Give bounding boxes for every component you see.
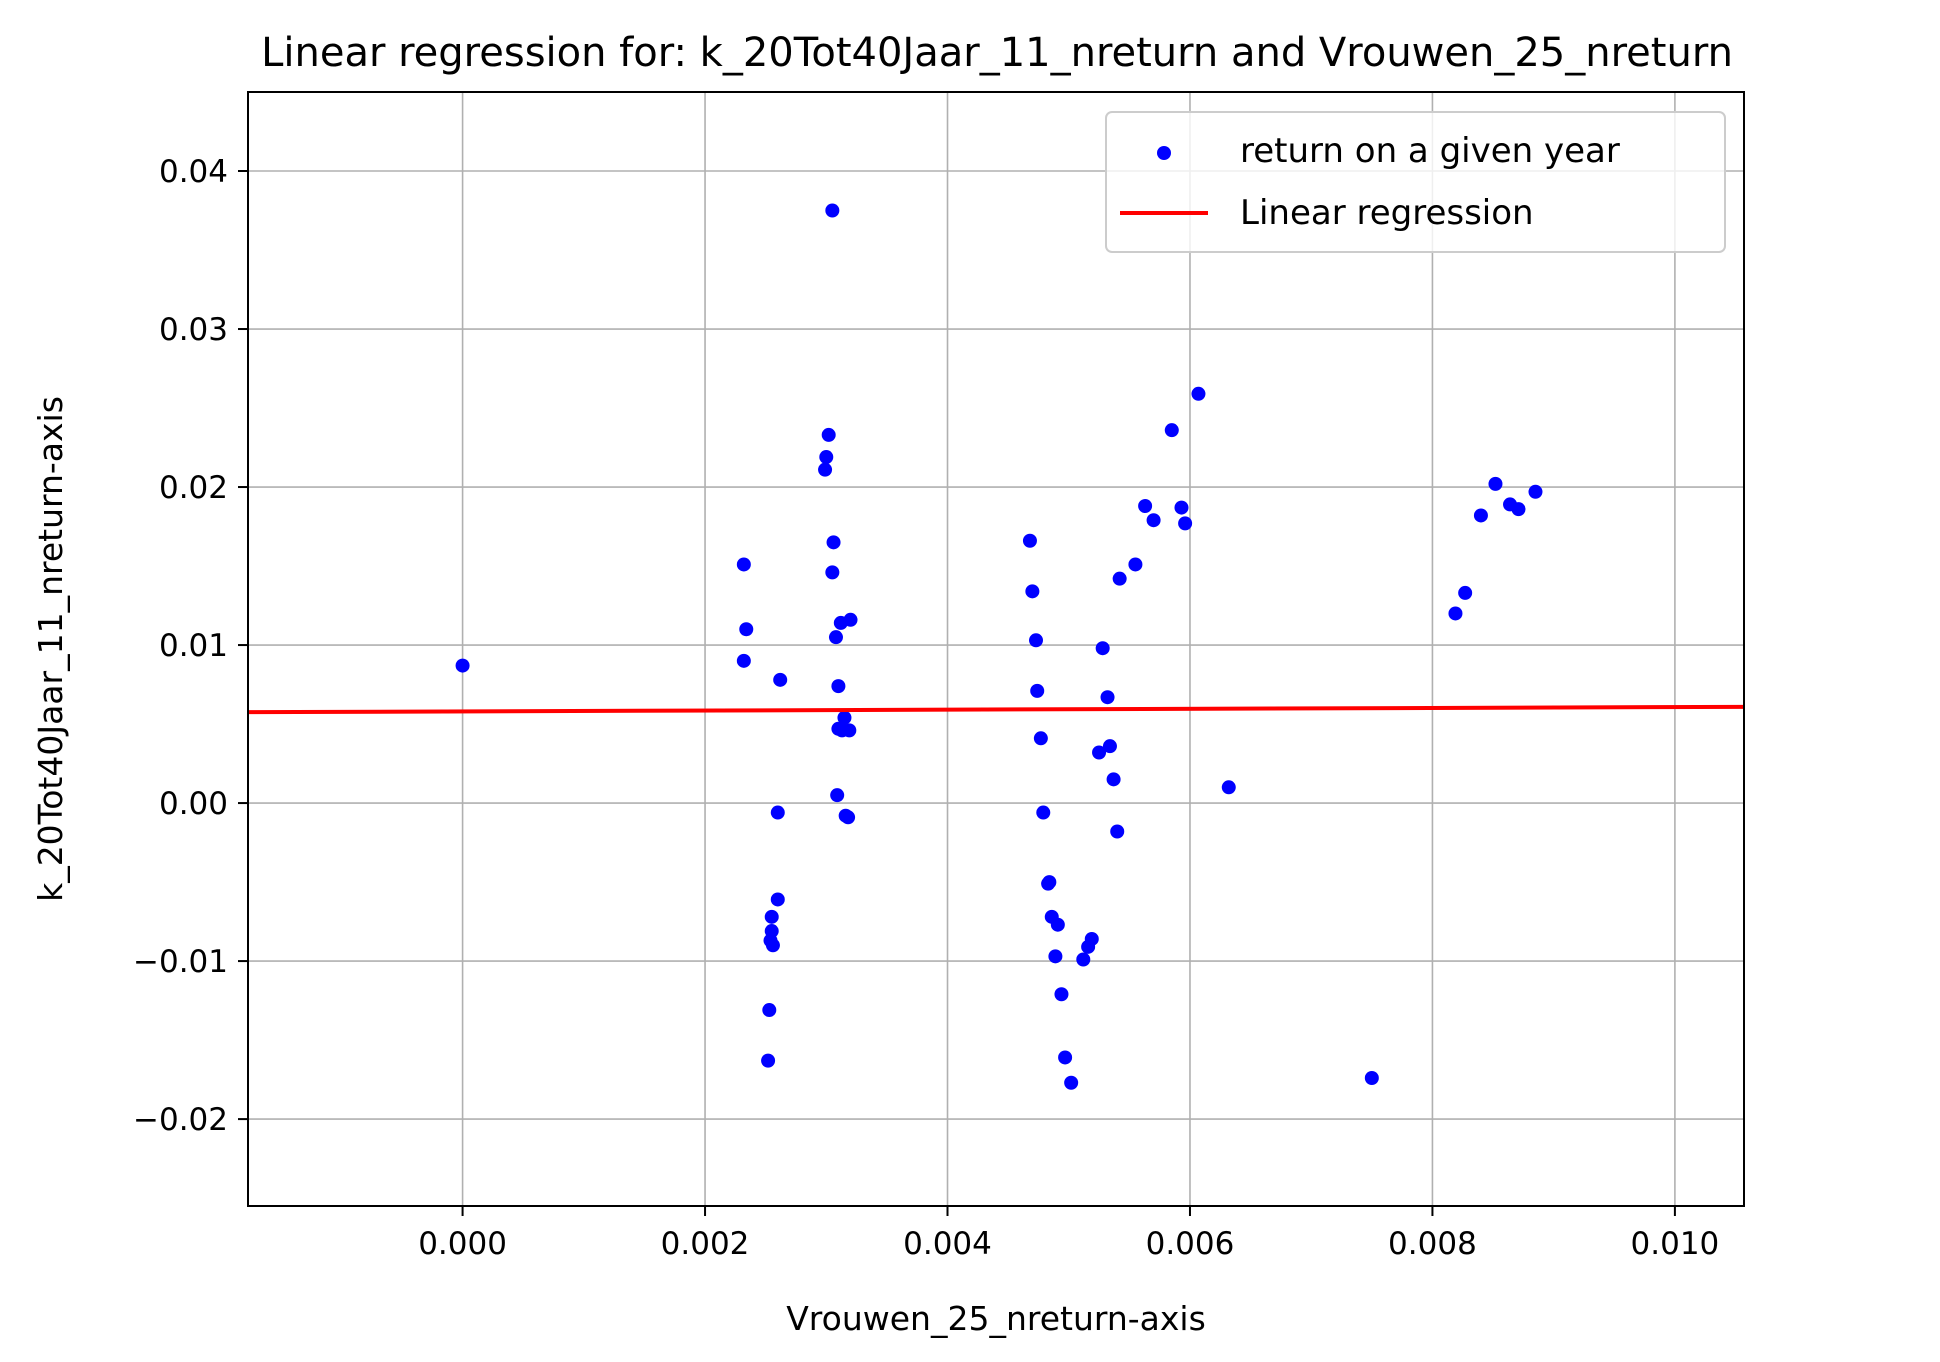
chart-title: Linear regression for: k_20Tot40Jaar_11_… [261, 30, 1733, 76]
data-point [1025, 584, 1040, 599]
data-point [1042, 875, 1057, 890]
data-point [1164, 423, 1179, 438]
data-point [1092, 745, 1107, 760]
x-tick-label: 0.006 [1146, 1226, 1235, 1262]
data-point [455, 658, 470, 673]
x-tick-label: 0.002 [661, 1226, 750, 1262]
data-point [1178, 516, 1193, 531]
data-point [843, 612, 858, 627]
data-point [1110, 824, 1125, 839]
data-point [1511, 502, 1526, 517]
y-tick-label: 0.04 [159, 154, 228, 190]
data-point [830, 788, 845, 803]
x-tick-label: 0.000 [418, 1226, 507, 1262]
data-point [1448, 606, 1463, 621]
data-point [1473, 508, 1488, 523]
data-point [1174, 500, 1189, 515]
legend-label-scatter: return on a given year [1240, 131, 1620, 171]
x-tick-label: 0.004 [903, 1226, 992, 1262]
plot-area [248, 203, 1744, 1090]
y-tick-label: 0.01 [159, 628, 228, 664]
data-point [842, 723, 857, 738]
legend-box [1105, 111, 1726, 253]
data-point [1033, 731, 1048, 746]
data-point [826, 535, 841, 550]
data-point [821, 427, 836, 442]
data-point [831, 679, 846, 694]
data-point [837, 710, 852, 725]
data-point [1058, 1050, 1073, 1065]
y-tick-label: 0.00 [159, 786, 228, 822]
data-point [770, 805, 785, 820]
y-tick-label: 0.02 [159, 470, 228, 506]
data-point [1102, 739, 1117, 754]
data-point [825, 203, 840, 218]
grid-lines [248, 92, 1744, 1206]
legend-label-line: Linear regression [1240, 193, 1534, 233]
regression-line [248, 704, 1744, 715]
axis-ticks: 0.000 0.002 0.004 0.006 0.008 0.010 −0.02 −0.01… [133, 154, 1719, 1262]
data-point [1100, 690, 1115, 705]
data-point [1036, 805, 1051, 820]
data-point [761, 1053, 776, 1068]
data-point [1106, 772, 1121, 787]
legend: return on a given year Linear regression [1105, 111, 1726, 253]
x-axis-label: Vrouwen_25_nreturn-axis [786, 1299, 1206, 1338]
data-point [1146, 513, 1161, 528]
data-point [739, 622, 754, 637]
data-point [762, 1003, 777, 1018]
data-point [1458, 585, 1473, 600]
data-point [1364, 1071, 1379, 1086]
data-point [1076, 952, 1091, 967]
data-point [828, 630, 843, 645]
data-point [1138, 498, 1153, 513]
x-tick-label: 0.010 [1631, 1226, 1720, 1262]
data-point [841, 810, 856, 825]
data-point [1022, 533, 1037, 548]
data-point [825, 565, 840, 580]
data-point [736, 557, 751, 572]
legend-marker-scatter [1157, 146, 1171, 160]
data-point [1084, 931, 1099, 946]
y-tick-label: −0.01 [133, 944, 228, 980]
data-point [1112, 571, 1127, 586]
data-point [1221, 780, 1236, 795]
data-point [1054, 987, 1069, 1002]
data-point [1488, 476, 1503, 491]
data-point [1029, 633, 1044, 648]
data-point [819, 450, 834, 465]
data-point [1030, 683, 1045, 698]
data-point [1191, 386, 1206, 401]
data-point [770, 892, 785, 907]
data-point [1064, 1075, 1079, 1090]
x-tick-label: 0.008 [1388, 1226, 1477, 1262]
data-point [736, 653, 751, 668]
data-point [773, 672, 788, 687]
data-point [764, 909, 779, 924]
y-tick-label: −0.02 [133, 1102, 228, 1138]
plot-frame [247, 91, 1745, 1207]
data-point [1528, 484, 1543, 499]
data-point [1050, 917, 1065, 932]
data-point [818, 462, 833, 477]
y-tick-label: 0.03 [159, 312, 228, 348]
data-point [1095, 641, 1110, 656]
data-point [1048, 949, 1063, 964]
y-axis-label: k_20Tot40Jaar_11_nreturn-axis [31, 396, 70, 902]
data-point [1128, 557, 1143, 572]
data-point [765, 938, 780, 953]
